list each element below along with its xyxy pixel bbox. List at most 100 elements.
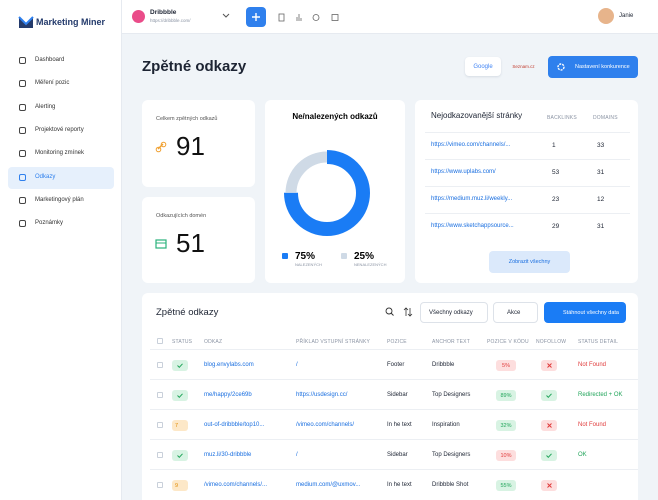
backlink[interactable]: muz.li/30-dribbble — [204, 452, 252, 458]
donut-card: Ne/nalezených odkazů 75% NALEZENÝCH 25% NENA… — [265, 100, 405, 283]
page-link[interactable]: https://medium.muz.li/weekly... — [431, 196, 513, 202]
column-header: POZICE V KÓDU — [487, 339, 529, 345]
code-position: 55% — [496, 480, 516, 491]
gear-icon — [557, 63, 565, 71]
stat-value: 91 — [176, 131, 205, 161]
anchor-text: Inspiration — [432, 422, 460, 428]
row-divider — [150, 349, 638, 350]
table-tools[interactable] — [385, 307, 415, 317]
nav-icon — [19, 220, 26, 228]
page-link[interactable]: https://vimeo.com/channels/... — [431, 142, 511, 148]
donut-chart: Ne/nalezených odkazů 75%NALEZENÝCH 25%NENA… — [282, 112, 387, 267]
download-button[interactable]: Stáhnout všechny data — [544, 302, 626, 323]
nav-icon — [19, 80, 26, 88]
nav-item[interactable]: Odkazy — [35, 173, 56, 180]
show-all-button[interactable]: Zobrazit všechny — [489, 251, 570, 273]
landing-page[interactable]: medium.com/@uxmov... — [296, 482, 361, 488]
logo-icon — [18, 16, 34, 28]
google-button[interactable]: Google — [465, 57, 501, 76]
legend-percent: 75% — [295, 251, 315, 262]
row-divider — [425, 213, 630, 214]
nav-item[interactable]: Monitoring zmínek — [35, 150, 85, 157]
status-detail: Not Found — [578, 362, 607, 368]
column-header: POZICE — [387, 339, 407, 345]
column-header: STATUS DETAIL — [578, 339, 619, 345]
landing-page[interactable]: https://usdesign.cc/ — [296, 392, 348, 398]
landing-page[interactable]: / — [296, 362, 298, 368]
backlink[interactable]: me/happy/2ce69b — [204, 392, 252, 398]
row-checkbox[interactable] — [157, 422, 163, 428]
column-header: NOFOLLOW — [536, 339, 567, 345]
project-url: https://dribbble.com/ — [150, 18, 191, 23]
backlinks-count: 23 — [552, 196, 560, 203]
seznam-button[interactable]: Seznam.cz — [512, 64, 535, 69]
legend-name: NALEZENÝCH — [295, 262, 322, 267]
page-link[interactable]: https://www.uplabs.com/ — [431, 169, 496, 175]
domains-count: 31 — [597, 223, 605, 230]
status-ok — [172, 360, 188, 371]
backlinks-count: 1 — [552, 142, 556, 149]
stat-card — [142, 100, 255, 187]
actions-dropdown[interactable]: Akce — [493, 302, 538, 323]
backlinks-count: 29 — [552, 223, 560, 230]
toolbar-icons[interactable] — [278, 13, 340, 22]
anchor-text: Top Designers — [432, 452, 471, 458]
legend-percent: 25% — [354, 251, 374, 262]
status-detail: OK — [578, 452, 587, 458]
chevron[interactable] — [222, 13, 230, 19]
row-checkbox[interactable] — [157, 482, 163, 488]
nav-icon — [19, 57, 26, 64]
filter-dropdown[interactable]: Všechny odkazy — [420, 302, 488, 323]
backlink[interactable]: blog.envylabs.com — [204, 362, 254, 368]
backlink[interactable]: /vimeo.com/channels/... — [204, 482, 268, 488]
position: Footer — [387, 362, 405, 368]
nofollow — [541, 360, 557, 371]
page-link[interactable]: https://www.sketchappsource... — [431, 223, 514, 229]
column-header: ANCHOR TEXT — [432, 339, 470, 345]
user-name[interactable]: Janie — [619, 13, 634, 19]
code-position: 10% — [496, 450, 516, 461]
donut-segment — [285, 151, 369, 235]
row-checkbox[interactable] — [157, 338, 163, 344]
top-pages-title: Nejodkazovanější stránky — [431, 111, 523, 120]
landing-page[interactable]: /vimeo.com/channels/ — [296, 422, 355, 428]
backlink[interactable]: out-of-dribbble/top10... — [204, 422, 265, 428]
anchor-text: Dribbble — [432, 362, 455, 368]
code-position: 5% — [496, 360, 516, 371]
position: Sidebar — [387, 392, 408, 398]
backlinks-count: 53 — [552, 169, 560, 176]
stat-label: Odkazujících domén — [156, 213, 207, 219]
avatar[interactable] — [598, 8, 614, 24]
nav-item[interactable]: Alerting — [35, 103, 56, 110]
row-checkbox[interactable] — [157, 392, 163, 398]
project-name[interactable]: Dribbble — [150, 9, 177, 16]
status-count[interactable]: 7 — [172, 420, 188, 431]
row-checkbox[interactable] — [157, 452, 163, 458]
row-divider — [425, 159, 630, 160]
nav-icon — [19, 173, 26, 181]
column-header: STATUS — [172, 339, 193, 345]
status-count[interactable]: 9 — [172, 480, 188, 491]
row-checkbox[interactable] — [157, 362, 163, 368]
nav-item[interactable]: Projektové reporty — [35, 126, 84, 133]
landing-page[interactable]: / — [296, 452, 298, 458]
domains-count: 12 — [597, 196, 605, 203]
competition-button[interactable]: Nastavení konkurence — [548, 56, 638, 78]
stat-value: 51 — [176, 228, 205, 258]
nofollow — [541, 450, 557, 461]
topbar — [122, 0, 658, 34]
nav-item[interactable]: Marketingový plán — [35, 196, 84, 203]
code-position: 32% — [496, 420, 516, 431]
nav-item[interactable]: Dashboard — [35, 57, 65, 63]
donut-title: Ne/nalezených odkazů — [292, 112, 377, 121]
anchor-text: Dribbble Shot — [432, 482, 469, 488]
status-ok — [172, 390, 188, 401]
nav-item[interactable]: Poznámky — [35, 220, 64, 227]
position: In he text — [387, 482, 412, 488]
nav-item[interactable]: Měření pozic — [35, 80, 70, 87]
domains-count: 31 — [597, 169, 605, 176]
add-button[interactable] — [246, 7, 266, 27]
nav-icon — [19, 126, 26, 134]
column-header: BACKLINKS — [547, 115, 577, 121]
status-detail: Not Found — [578, 422, 607, 428]
